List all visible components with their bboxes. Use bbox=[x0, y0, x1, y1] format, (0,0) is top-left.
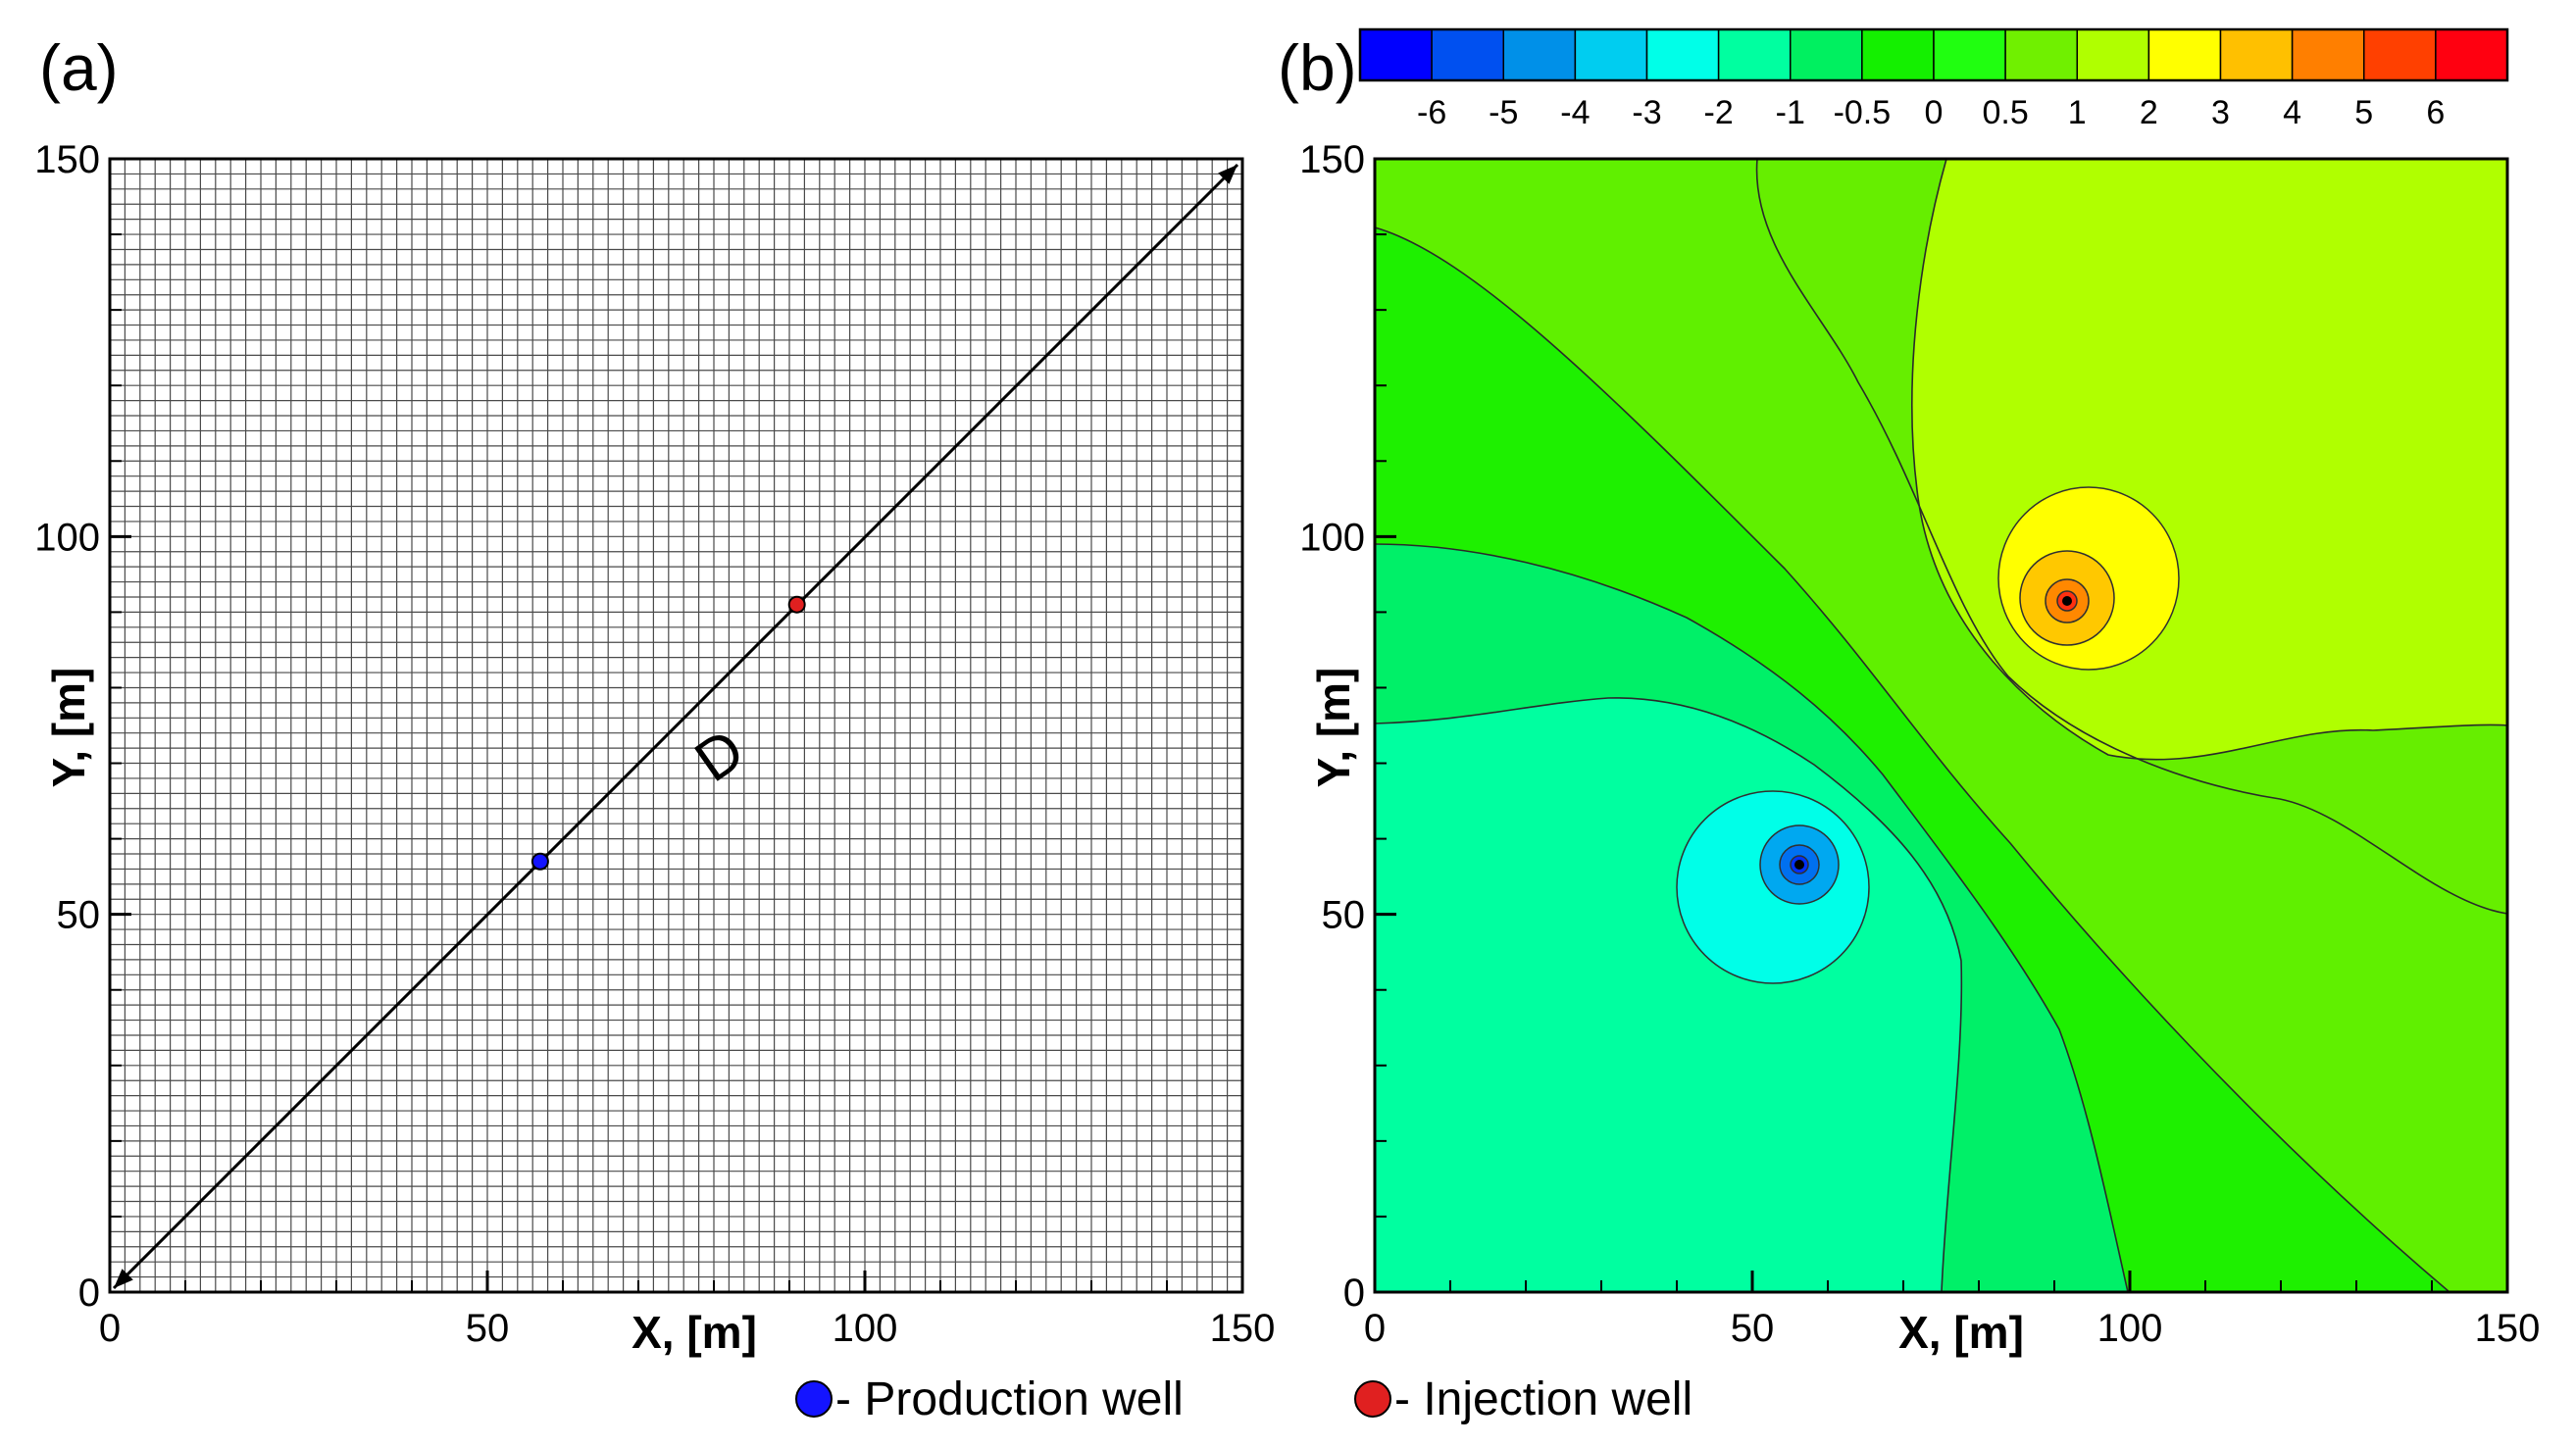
x-axis-title-a: X, [m] bbox=[631, 1307, 757, 1358]
colorbar-swatch bbox=[1717, 28, 1792, 81]
colorbar-swatch bbox=[2219, 28, 2294, 81]
production-well-marker-b bbox=[1794, 860, 1804, 870]
contour-line-2 bbox=[1911, 159, 2507, 761]
arrow-head-end bbox=[1218, 165, 1237, 184]
colorbar-swatch bbox=[2435, 28, 2508, 81]
colorbar-level-label: 2 bbox=[2140, 94, 2158, 131]
colorbar-swatch bbox=[1431, 28, 1504, 81]
y-tick-label: 0 bbox=[1343, 1272, 1365, 1315]
y-tick-label: 150 bbox=[34, 138, 100, 181]
colorbar-level-label: -5 bbox=[1489, 94, 1518, 131]
injection-well-marker-b bbox=[2062, 596, 2072, 606]
x-tick-label: 50 bbox=[466, 1307, 510, 1350]
colorbar-swatch bbox=[1502, 28, 1577, 81]
contour-line-minus-1 bbox=[1375, 697, 1963, 1292]
colorbar-level-label: -1 bbox=[1776, 94, 1805, 131]
y-tick-label: 100 bbox=[1299, 516, 1365, 559]
panel-label-a: (a) bbox=[39, 31, 119, 104]
x-tick-label: 0 bbox=[99, 1307, 121, 1350]
x-tick-label: 50 bbox=[1731, 1307, 1775, 1350]
colorbar: -6 -5 -4 -3 -2 -1 -0.5 0 0.5 1 2 3 4 5 6 bbox=[1358, 27, 2509, 131]
colorbar-swatch bbox=[1574, 28, 1648, 81]
x-tick-label: 150 bbox=[2475, 1307, 2541, 1350]
x-tick-label: 150 bbox=[1210, 1307, 1276, 1350]
colorbar-level-label: 4 bbox=[2283, 94, 2301, 131]
contour-band-1-2 bbox=[1911, 159, 2507, 760]
mesh-grid-a bbox=[110, 159, 1242, 1292]
contour-line-0.5 bbox=[1375, 226, 2450, 1292]
diagonal-arrow-line bbox=[112, 163, 1239, 1290]
panel-label-b: (b) bbox=[1278, 31, 1357, 104]
x-axis-title-b: X, [m] bbox=[1898, 1307, 2024, 1358]
contour-lines bbox=[1375, 159, 2507, 1292]
legend: - Production well - Injection well bbox=[795, 1373, 1692, 1425]
colorbar-swatch bbox=[2004, 28, 2078, 81]
colorbar-level-label: 6 bbox=[2426, 94, 2445, 131]
colorbar-level-label: 0.5 bbox=[1982, 94, 2028, 131]
colorbar-level-label: 0 bbox=[1925, 94, 1944, 131]
colorbar-swatch bbox=[1645, 28, 1720, 81]
y-tick-label: 50 bbox=[57, 894, 101, 937]
contour-line-minus-0.5 bbox=[1375, 543, 2129, 1292]
y-tick-label: 0 bbox=[78, 1272, 100, 1315]
y-axis-title-b: Y, [m] bbox=[1308, 668, 1359, 788]
y-tick-label: 100 bbox=[34, 516, 100, 559]
colorbar-swatch bbox=[1861, 28, 1935, 81]
y-tick-label: 50 bbox=[1322, 894, 1366, 937]
legend-label-production: - Production well bbox=[835, 1373, 1184, 1425]
legend-marker-injection bbox=[1354, 1380, 1391, 1418]
legend-marker-production bbox=[795, 1380, 833, 1418]
colorbar-swatch bbox=[2147, 28, 2222, 81]
colorbar-level-label: -4 bbox=[1560, 94, 1590, 131]
plot-frame-a bbox=[108, 157, 1244, 1294]
colorbar-level-label: -2 bbox=[1704, 94, 1734, 131]
y-tick-label: 150 bbox=[1299, 138, 1365, 181]
x-tick-label: 0 bbox=[1364, 1307, 1386, 1350]
y-axis-title-a: Y, [m] bbox=[43, 668, 94, 788]
colorbar-level-label: 3 bbox=[2211, 94, 2230, 131]
injection-well-point bbox=[787, 595, 806, 614]
axis-ticks-b bbox=[1373, 157, 2509, 1294]
x-tick-label: 100 bbox=[2097, 1307, 2163, 1350]
colorbar-level-label: -3 bbox=[1632, 94, 1661, 131]
x-tick-label: 100 bbox=[833, 1307, 898, 1350]
contour-line-1 bbox=[1755, 159, 2507, 915]
colorbar-level-label: 5 bbox=[2354, 94, 2373, 131]
colorbar-level-label: -0.5 bbox=[1834, 94, 1892, 131]
arrow-head-start bbox=[114, 1269, 133, 1288]
contour-field bbox=[1375, 159, 2507, 1292]
colorbar-frame bbox=[1358, 27, 2509, 82]
tick-labels-a: 0 50 100 150 0 50 100 150 bbox=[34, 138, 1275, 1350]
colorbar-swatch bbox=[1790, 28, 1863, 81]
axis-ticks-a bbox=[108, 157, 1244, 1294]
colorbar-swatch bbox=[2291, 28, 2365, 81]
plot-frame-b bbox=[1373, 157, 2509, 1294]
colorbar-swatch bbox=[2363, 28, 2437, 81]
colorbar-level-label: -6 bbox=[1417, 94, 1446, 131]
colorbar-swatch bbox=[2076, 28, 2150, 81]
colorbar-level-label: 1 bbox=[2068, 94, 2087, 131]
tick-labels-b: 0 50 100 150 0 50 100 150 bbox=[1299, 138, 2540, 1350]
colorbar-swatch bbox=[1359, 28, 1433, 81]
legend-label-injection: - Injection well bbox=[1394, 1373, 1692, 1425]
colorbar-swatch bbox=[1933, 28, 2006, 81]
production-well-point bbox=[530, 852, 549, 871]
